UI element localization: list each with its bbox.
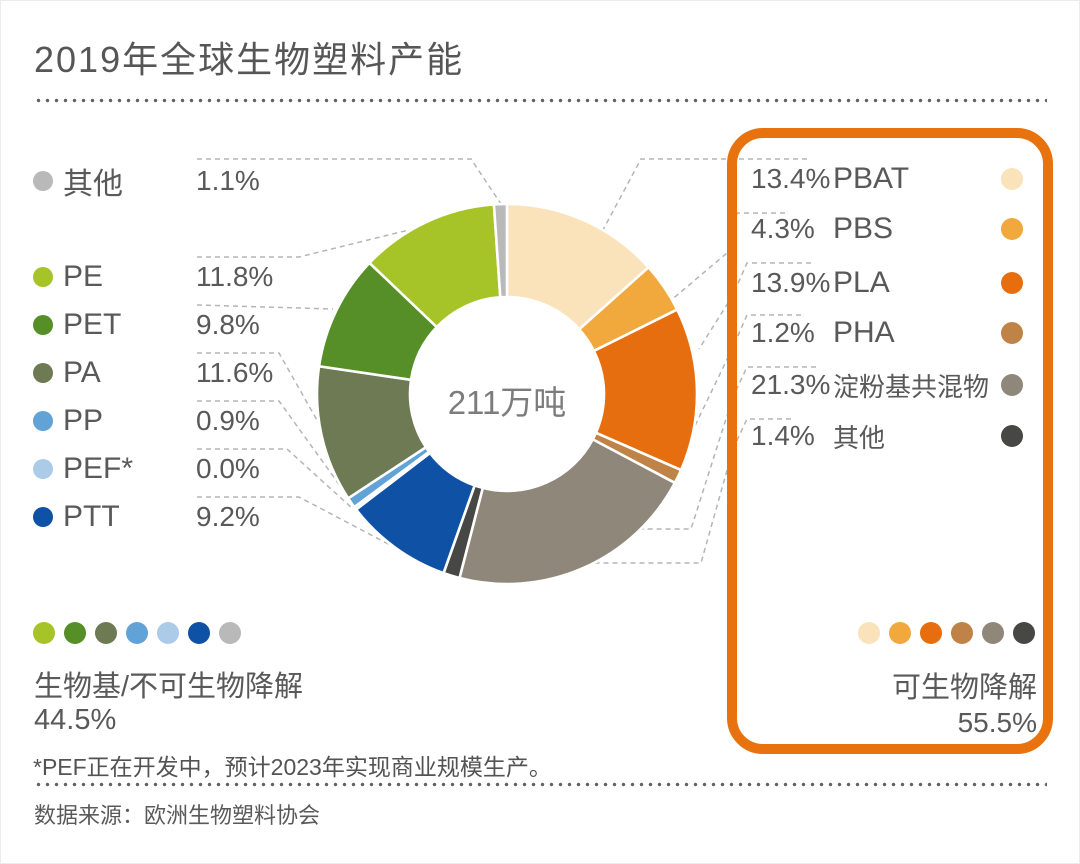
legend-label: 其他 bbox=[833, 422, 886, 453]
legend-value: 0.0% bbox=[196, 453, 260, 484]
biodegradable-dot bbox=[889, 622, 911, 644]
legend-label: 其他 bbox=[63, 168, 123, 201]
bio-based-dot bbox=[219, 622, 241, 644]
pef-footnote: *PEF正在开发中，预计2023年实现商业规模生产。 bbox=[33, 754, 552, 780]
left-legend-item-PP: PP 0.9% bbox=[1, 404, 301, 438]
legend-dot bbox=[33, 171, 53, 191]
legend-value: 9.8% bbox=[196, 309, 260, 340]
legend-label: PBS bbox=[833, 212, 894, 245]
bio-based-group-label: 生物基/不可生物降解 bbox=[34, 671, 304, 703]
legend-dot bbox=[33, 315, 53, 335]
legend-label: PLA bbox=[833, 266, 890, 299]
legend-value: 0.9% bbox=[196, 405, 260, 436]
legend-label: PBAT bbox=[833, 162, 910, 195]
page-title: 2019年全球生物塑料产能 bbox=[34, 39, 465, 80]
biodegradable-dot bbox=[982, 622, 1004, 644]
legend-value: 1.4% bbox=[751, 420, 815, 451]
right-legend-item-PLA: 13.9% PLA bbox=[1, 266, 1061, 300]
bio-based-dot bbox=[126, 622, 148, 644]
legend-value: 13.4% bbox=[751, 163, 831, 194]
legend-value: 1.2% bbox=[751, 317, 815, 348]
legend-dot bbox=[33, 411, 53, 431]
legend-dot bbox=[1001, 218, 1023, 240]
legend-label: PP bbox=[63, 404, 104, 437]
legend-value: 9.2% bbox=[196, 501, 260, 532]
bio-based-dot bbox=[33, 622, 55, 644]
biodegradable-dot bbox=[920, 622, 942, 644]
left-legend-item-PTT: PTT 9.2% bbox=[1, 500, 301, 534]
legend-label: PHA bbox=[833, 316, 895, 349]
legend-dot bbox=[33, 459, 53, 479]
biodegradable-color-strip bbox=[858, 622, 1035, 644]
legend-dot bbox=[1001, 168, 1023, 190]
legend-value: 11.8% bbox=[196, 261, 274, 292]
legend-value: 21.3% bbox=[751, 369, 831, 400]
biodegradable-dot bbox=[951, 622, 973, 644]
donut-center-total: 211万吨 bbox=[447, 384, 567, 421]
bio-based-dot bbox=[64, 622, 86, 644]
donut-segment-淀粉基共混物 bbox=[458, 438, 677, 586]
legend-dot bbox=[1001, 322, 1023, 344]
legend-dot bbox=[33, 363, 53, 383]
donut-segment-其他 bbox=[492, 202, 509, 299]
legend-label: PA bbox=[63, 356, 101, 389]
left-legend-item-PA: PA 11.6% bbox=[1, 356, 301, 390]
legend-value: 11.6% bbox=[196, 357, 274, 388]
legend-dot bbox=[1001, 374, 1023, 396]
legend-dot bbox=[33, 507, 53, 527]
legend-value: 4.3% bbox=[751, 213, 815, 244]
right-legend-item-PHA: 1.2% PHA bbox=[1, 316, 1061, 350]
divider-top bbox=[34, 98, 1047, 103]
legend-value: 13.9% bbox=[751, 267, 831, 298]
right-legend-item-其他: 1.4% 其他 bbox=[1, 419, 1061, 453]
bio-based-dot bbox=[157, 622, 179, 644]
legend-label: PET bbox=[63, 308, 122, 341]
left-legend-item-PEF*: PEF* 0.0% bbox=[1, 452, 301, 486]
legend-dot bbox=[1001, 425, 1023, 447]
bio-based-group-share: 44.5% bbox=[34, 704, 117, 736]
right-legend-item-PBS: 4.3% PBS bbox=[1, 212, 1061, 246]
right-legend-item-PBAT: 13.4% PBAT bbox=[1, 162, 1061, 196]
legend-dot bbox=[1001, 272, 1023, 294]
left-legend-item-PE: PE 11.8% bbox=[1, 260, 301, 294]
legend-label: PEF* bbox=[63, 452, 134, 485]
legend-label: 淀粉基共混物 bbox=[833, 371, 990, 402]
legend-label: PE bbox=[63, 260, 104, 293]
biodegradable-group-label: 可生物降解 bbox=[891, 672, 1037, 704]
left-legend-item-其他: 其他 1.1% bbox=[1, 164, 301, 201]
biodegradable-box bbox=[727, 128, 1053, 754]
right-legend-item-淀粉基共混物: 21.3% 淀粉基共混物 bbox=[1, 368, 1061, 402]
legend-dot bbox=[33, 267, 53, 287]
left-legend-item-PET: PET 9.8% bbox=[1, 308, 301, 342]
biodegradable-dot bbox=[858, 622, 880, 644]
biodegradable-group-share: 55.5% bbox=[957, 707, 1037, 738]
donut-chart bbox=[315, 202, 699, 586]
divider-bottom bbox=[34, 782, 1047, 787]
bio-based-dot bbox=[95, 622, 117, 644]
biodegradable-dot bbox=[1013, 622, 1035, 644]
legend-label: PTT bbox=[63, 500, 120, 533]
legend-value: 1.1% bbox=[196, 165, 260, 196]
data-source: 数据来源：欧洲生物塑料协会 bbox=[34, 803, 321, 828]
bio-based-color-strip bbox=[33, 622, 241, 644]
bio-based-dot bbox=[188, 622, 210, 644]
